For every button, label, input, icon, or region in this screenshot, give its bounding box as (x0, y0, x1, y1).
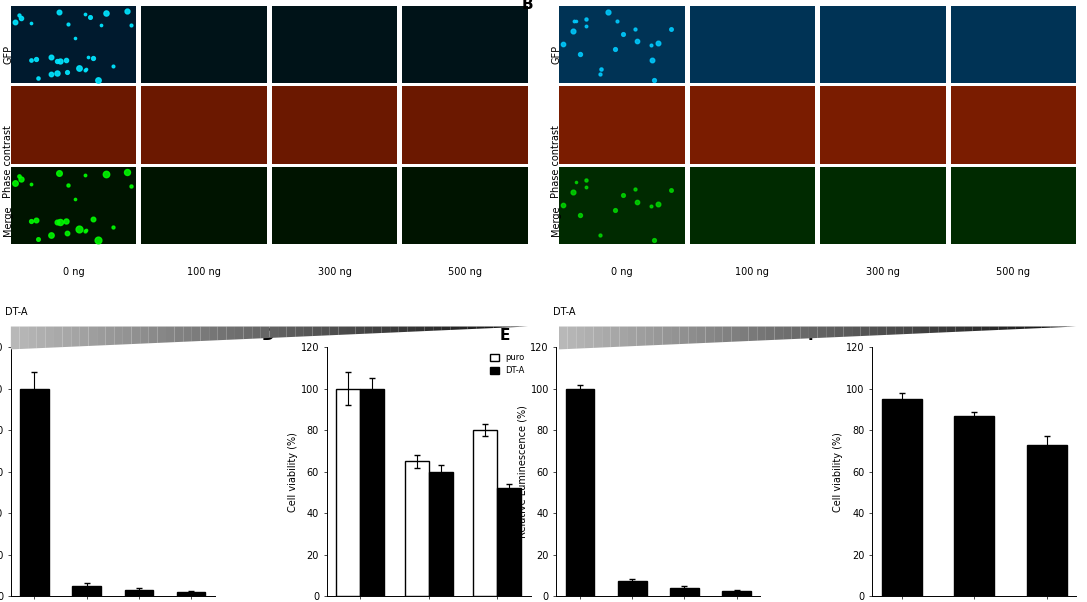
Text: 300 ng: 300 ng (317, 267, 351, 277)
Bar (73, 586, 101, 596)
Text: 0 ng: 0 ng (611, 267, 633, 277)
Bar (360, 389, 384, 596)
Y-axis label: Relative Luminescence (%): Relative Luminescence (%) (517, 405, 527, 538)
Text: 100 ng: 100 ng (736, 267, 770, 277)
Y-axis label: Merge: Merge (551, 206, 561, 236)
Y-axis label: Phase contrast: Phase contrast (551, 125, 561, 198)
Bar (617, 582, 647, 596)
Text: DT-A: DT-A (4, 307, 27, 317)
Bar (177, 592, 205, 596)
Text: 500 ng: 500 ng (997, 267, 1030, 277)
Y-axis label: Phase contrast: Phase contrast (3, 125, 13, 198)
Text: 300 ng: 300 ng (866, 267, 900, 277)
Text: 100 ng: 100 ng (187, 267, 221, 277)
Bar (722, 591, 751, 596)
Bar (497, 488, 522, 596)
Y-axis label: Merge: Merge (3, 206, 13, 236)
Bar (336, 389, 360, 596)
Text: F: F (808, 327, 817, 343)
Bar (404, 461, 428, 596)
Bar (954, 416, 995, 596)
Text: 500 ng: 500 ng (448, 267, 483, 277)
Bar (21, 389, 49, 596)
Bar (473, 430, 497, 596)
Bar (565, 389, 595, 596)
Text: E: E (499, 327, 510, 343)
Y-axis label: Cell viability (%): Cell viability (%) (288, 432, 298, 512)
Legend: puro, DT-A: puro, DT-A (489, 352, 526, 377)
Bar (428, 472, 452, 596)
Bar (1027, 445, 1066, 596)
Bar (670, 588, 699, 596)
Text: D: D (262, 327, 274, 343)
Bar (882, 399, 922, 596)
Text: B: B (522, 0, 533, 11)
Y-axis label: GFP: GFP (3, 45, 13, 64)
Text: DT-A: DT-A (552, 307, 575, 317)
Y-axis label: Cell viability (%): Cell viability (%) (834, 432, 844, 512)
Text: 0 ng: 0 ng (63, 267, 85, 277)
Bar (125, 590, 153, 596)
Y-axis label: GFP: GFP (551, 45, 561, 64)
